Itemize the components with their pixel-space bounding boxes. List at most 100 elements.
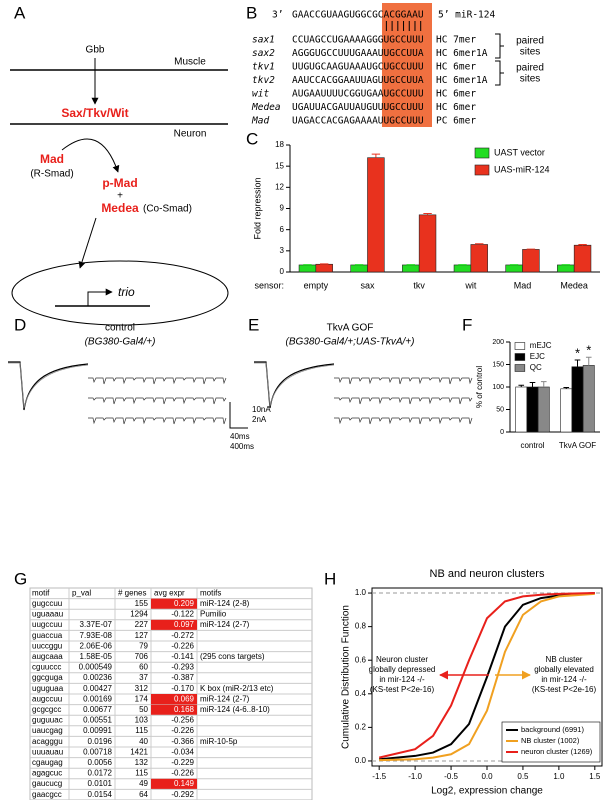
table-cell: 2.06E-06 xyxy=(80,641,113,650)
table-cell: 3.37E-07 xyxy=(80,620,113,629)
x-tick-label: empty xyxy=(304,280,329,290)
gene-name: sax1 xyxy=(252,35,275,46)
x-tick-label: -1.5 xyxy=(372,772,386,781)
table-cell: miR-124 (4-6..8-10) xyxy=(200,705,270,714)
plus: + xyxy=(117,191,123,202)
table-cell: 0.209 xyxy=(174,599,195,608)
site-type: HC 6mer1A xyxy=(436,75,488,86)
legend-swatch xyxy=(474,164,490,176)
table-cell: gcgcgcc xyxy=(32,705,61,714)
arrow xyxy=(61,138,120,173)
x-tick-label: -0.5 xyxy=(444,772,458,781)
table-cell: -0.226 xyxy=(171,641,194,650)
y-tick-label: 0.4 xyxy=(355,689,367,698)
table-cell: 60 xyxy=(139,663,148,672)
panel-b: 3’ GAACCGUAAGUGGCGCACGGAAU 5’ miR-124 sa… xyxy=(251,3,544,127)
x-tick-label: Mad xyxy=(514,280,532,290)
table-cell: 0.168 xyxy=(174,705,195,714)
y-tick-label: 9 xyxy=(280,204,285,213)
table-cell: miR-124 (2-7) xyxy=(200,620,250,629)
highlight xyxy=(151,704,197,716)
scale-label: 400ms xyxy=(230,442,254,451)
panel-label: A xyxy=(14,3,26,22)
y-axis-label: % of control xyxy=(475,366,484,408)
error-bar xyxy=(578,243,587,246)
bracket-label: paired xyxy=(516,36,544,47)
x-axis-label: Log2, expression change xyxy=(431,786,543,797)
scale-bar-lines xyxy=(229,402,248,429)
y-tick-label: 6 xyxy=(280,225,285,234)
bar xyxy=(522,249,540,273)
table-cell: cgaugag xyxy=(32,758,63,767)
genotype: (BG380-Gal4/+) xyxy=(85,337,156,348)
table-cell: uguaaau xyxy=(32,610,63,619)
table-cell: K box (miR-2/13 etc) xyxy=(200,684,274,693)
site-type: PC 6mer xyxy=(436,116,476,127)
panel-label: E xyxy=(248,315,259,334)
mirna-seq: GAACCGUAAGUGGCGCACGGAAU xyxy=(292,10,424,21)
x-tick-label: control xyxy=(520,441,544,450)
table-cell: 155 xyxy=(135,599,149,608)
panel-label: B xyxy=(246,3,257,22)
mirna-end: 3’ xyxy=(272,10,283,21)
x-tick-label: Medea xyxy=(560,280,588,290)
x-axis-label: sensor: xyxy=(254,280,284,290)
membrane-label: Muscle xyxy=(174,57,206,68)
x-tick-label: 1.5 xyxy=(589,772,601,781)
table-cell: -0.122 xyxy=(171,610,194,619)
mini-trace xyxy=(334,397,473,405)
table-cell: 0.00718 xyxy=(83,747,112,756)
table-header: # genes xyxy=(118,588,146,597)
table-cell: 50 xyxy=(139,705,148,714)
table-cell: 706 xyxy=(135,652,149,661)
annotation: NB cluster xyxy=(546,655,583,664)
table-cell: -0.226 xyxy=(171,726,194,735)
legend-label: NB cluster (1002) xyxy=(521,736,580,745)
table-cell: 0.149 xyxy=(174,779,195,788)
y-tick-label: 50 xyxy=(496,406,504,413)
ejc-trace xyxy=(8,362,89,409)
table-cell: 115 xyxy=(135,769,148,778)
condition: control xyxy=(105,323,135,334)
condition: TkvA GOF xyxy=(327,323,374,334)
y-tick-label: 0 xyxy=(280,267,285,276)
scale-label: 10nA xyxy=(252,405,271,414)
y-tick-label: 15 xyxy=(275,161,284,170)
y-axis-label: Cumulative Distribution Function xyxy=(341,605,352,749)
bracket-label: sites xyxy=(520,47,541,58)
nucleus xyxy=(11,260,229,326)
site-seq: AGGGUGCCUUUGAAAUUGCCUUA xyxy=(292,48,424,59)
annotation: in mir-124 -/- xyxy=(379,675,425,684)
table-cell: 0.00551 xyxy=(83,716,112,725)
table-header: p_val xyxy=(72,588,91,597)
legend-swatch xyxy=(474,147,490,159)
site-seq: UAGACCACGAGAAAAUUGCCUUU xyxy=(292,116,424,127)
panel-label: F xyxy=(462,315,472,334)
table-cell: 132 xyxy=(135,758,149,767)
site-type: HC 6mer xyxy=(436,62,476,73)
table-cell: uuuauau xyxy=(32,747,63,756)
table-cell: 37 xyxy=(139,673,148,682)
y-tick-label: 0 xyxy=(500,429,504,436)
panel-label: D xyxy=(14,315,26,334)
table-cell: 115 xyxy=(135,726,148,735)
ejc-trace xyxy=(254,362,335,407)
bar xyxy=(537,386,550,433)
p-smad: p-Mad xyxy=(102,176,137,190)
site-type: HC 6mer xyxy=(436,89,476,100)
table-cell: miR-124 (2-8) xyxy=(200,599,250,608)
line-series xyxy=(379,592,595,761)
panel-label: C xyxy=(246,129,258,148)
highlight xyxy=(151,694,197,705)
gene-name: sax2 xyxy=(252,48,275,59)
table-cell: uugccuu xyxy=(32,620,62,629)
table-cell: -0.229 xyxy=(171,758,194,767)
table-cell: -0.387 xyxy=(171,673,194,682)
scale-label: 40ms xyxy=(230,432,250,441)
table-cell: 0.069 xyxy=(174,694,195,703)
legend-box xyxy=(501,721,601,763)
table-cell: 64 xyxy=(139,790,148,799)
annotation: Neuron cluster xyxy=(376,655,428,664)
table-cell: -0.272 xyxy=(171,631,194,640)
